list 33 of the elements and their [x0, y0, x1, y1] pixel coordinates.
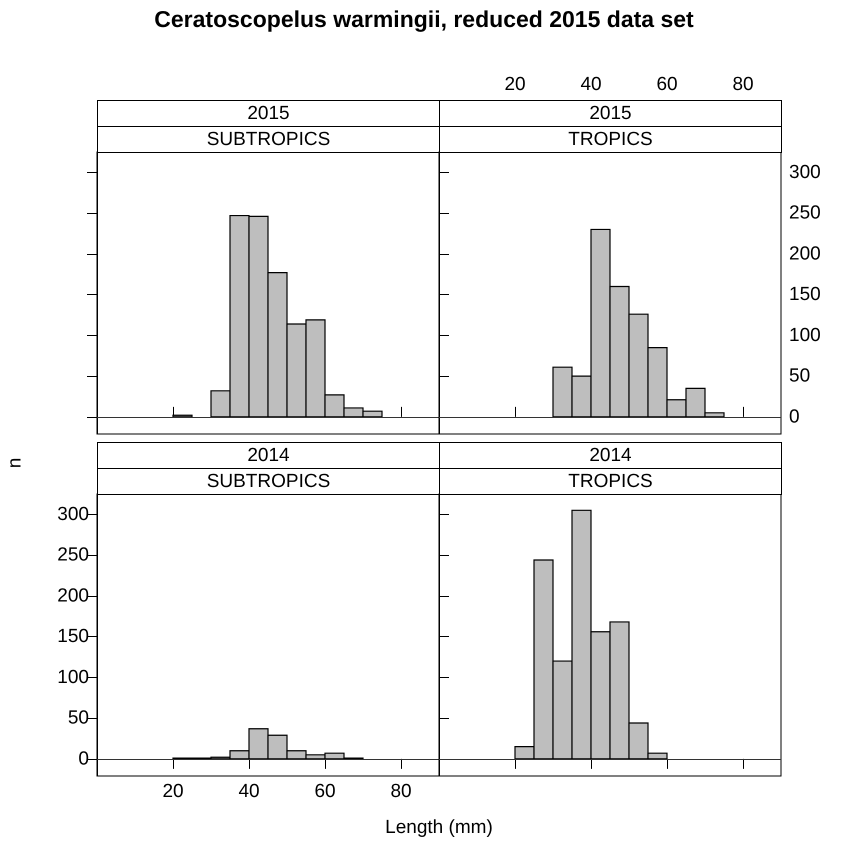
x-tick-label: 80	[732, 74, 754, 95]
y-tick-label: 100	[57, 666, 89, 688]
y-tick-label: 250	[789, 202, 821, 224]
chart-title: 2015	[439, 100, 782, 127]
x-axis-title: Length (mm)	[384, 817, 494, 839]
x-tick-label: 20	[162, 781, 184, 802]
text: Ceratoscopelus warmingii, reduced 2015 data set	[153, 6, 695, 33]
chart-subtitle: TROPICS	[439, 468, 782, 495]
x-tick-label: 60	[656, 74, 678, 95]
chart-title: 2014	[97, 442, 440, 469]
chart-subtitle: TROPICS	[439, 126, 782, 153]
x-tick-label: 60	[314, 781, 336, 802]
y-tick-label: 150	[789, 284, 821, 306]
x-tick-label: 40	[580, 74, 602, 95]
x-tick-label: 40	[238, 781, 260, 802]
x-tick-label: 20	[504, 74, 526, 95]
y-tick-label: 100	[789, 324, 821, 346]
y-axis-title: n	[4, 458, 26, 468]
y-tick-label: 300	[57, 504, 89, 525]
y-tick-label: 50	[789, 366, 810, 387]
chart-title: 2014	[439, 442, 782, 469]
y-tick-label: 0	[789, 406, 800, 428]
y-tick-label: 200	[789, 243, 821, 264]
y-tick-label: 250	[57, 544, 89, 566]
x-tick-label: 80	[390, 781, 412, 802]
chart-title: 2015	[97, 100, 440, 127]
chart-subtitle: SUBTROPICS	[97, 468, 440, 495]
y-tick-label: 0	[78, 748, 89, 770]
y-tick-label: 150	[57, 626, 89, 648]
chart-subtitle: SUBTROPICS	[97, 126, 440, 153]
y-tick-label: 300	[789, 162, 821, 183]
y-tick-label: 200	[57, 585, 89, 606]
y-tick-label: 50	[68, 708, 89, 729]
